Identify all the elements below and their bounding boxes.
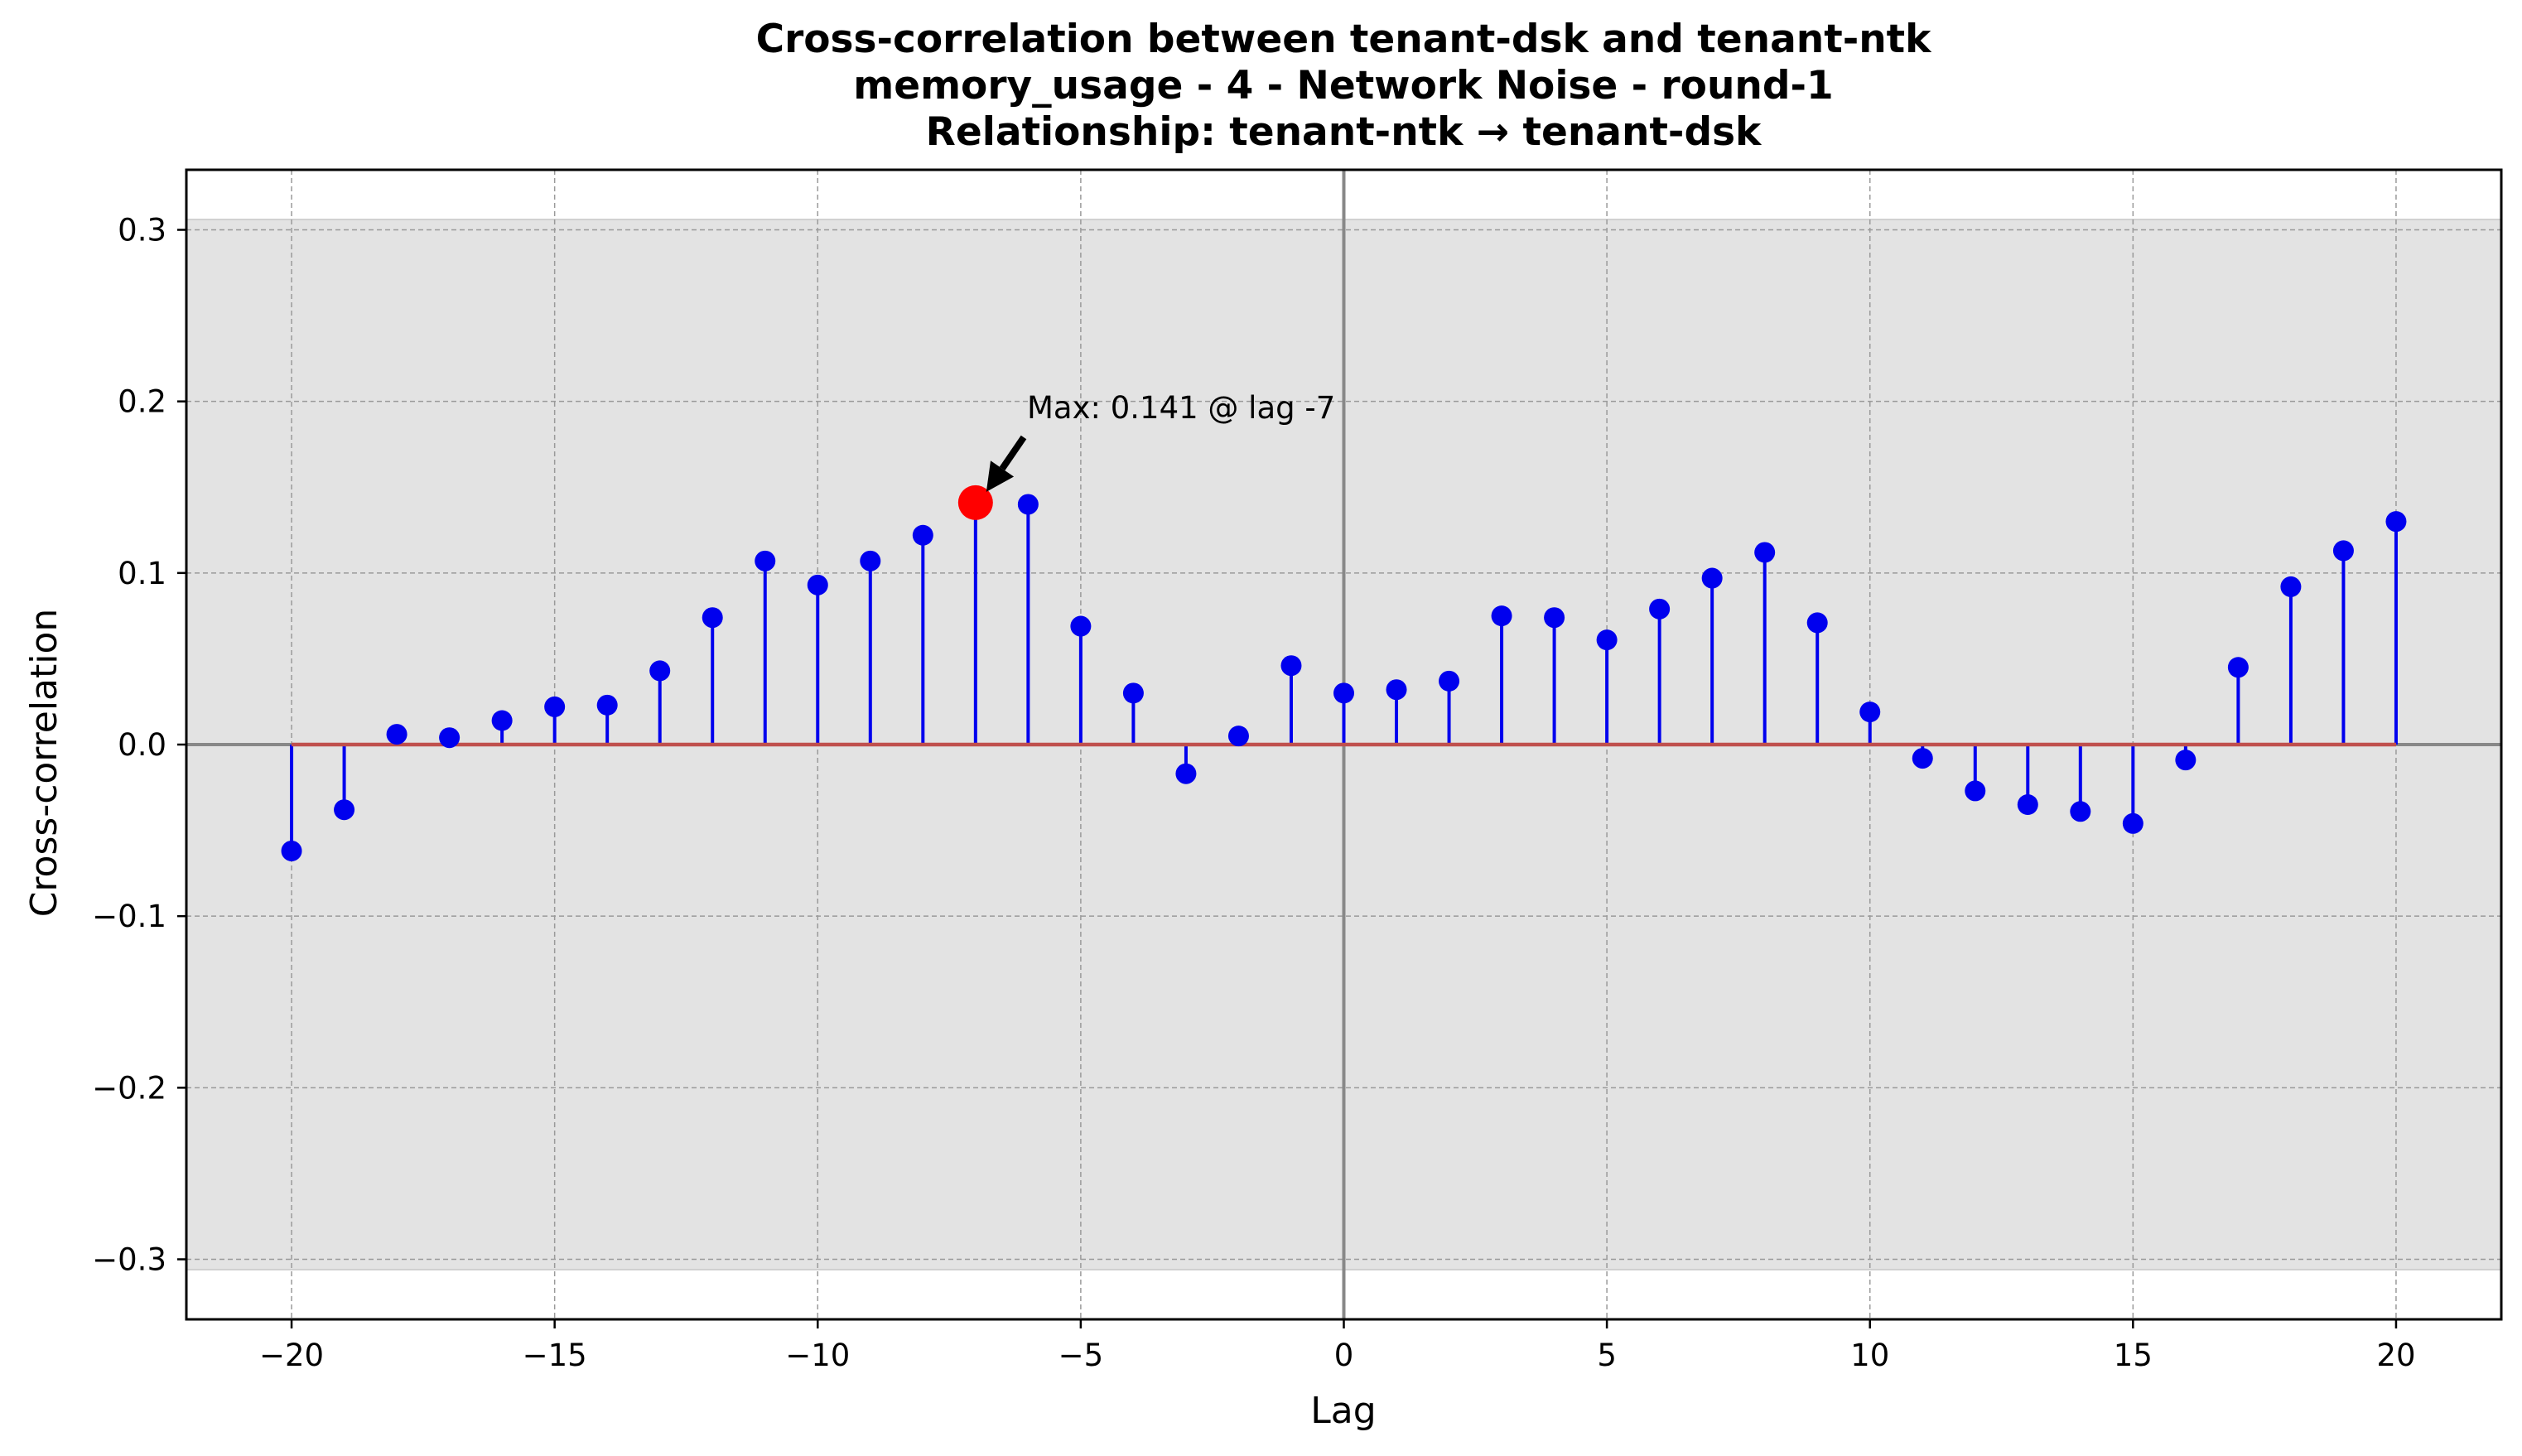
stem-marker	[1701, 567, 1723, 589]
stem-marker	[1965, 780, 1986, 802]
chart-title: Cross-correlation between tenant-dsk and…	[756, 17, 1933, 155]
stem-marker	[2175, 750, 2197, 771]
x-tick-label: 10	[1850, 1338, 1889, 1373]
stem-marker	[1227, 726, 1249, 747]
x-tick-label: −15	[523, 1338, 587, 1373]
x-tick-label: 20	[2376, 1338, 2415, 1373]
x-axis-label: Lag	[1310, 1390, 1376, 1432]
annotation-arrow-head	[986, 460, 1015, 492]
y-tick-label: −0.1	[92, 899, 166, 934]
stem-marker	[1122, 682, 1144, 704]
y-axis-label: Cross-correlation	[23, 609, 65, 918]
annotation-arrow-shaft	[999, 435, 1027, 471]
stem-marker	[1017, 494, 1039, 515]
y-tick-label: −0.3	[92, 1241, 166, 1277]
stem-marker	[2227, 657, 2249, 678]
stem-marker	[1859, 701, 1881, 723]
title-line-2: memory_usage - 4 - Network Noise - round…	[853, 63, 1834, 108]
stem-marker	[1386, 679, 1407, 701]
stem-marker	[2122, 812, 2143, 834]
stem-marker	[1754, 542, 1776, 563]
max-annotation: Max: 0.141 @ lag -7	[986, 390, 1335, 492]
stem-marker	[912, 524, 933, 546]
markers	[281, 485, 2407, 861]
stem-marker	[544, 696, 566, 717]
stem-marker	[2017, 794, 2038, 816]
stem-marker	[1280, 655, 1302, 677]
stem-marker	[1806, 612, 1828, 634]
stem-marker	[1912, 748, 1933, 769]
stem-marker	[386, 724, 407, 745]
title-line-3: Relationship: tenant-ntk → tenant-dsk	[926, 109, 1763, 155]
title-line-1: Cross-correlation between tenant-dsk and…	[756, 17, 1933, 62]
y-axis-ticks: −0.3 −0.2 −0.1 0.0 0.1 0.2 0.3	[92, 213, 186, 1277]
stem-marker	[2385, 511, 2407, 533]
stem-marker	[860, 550, 881, 571]
stem-marker	[1544, 607, 1565, 629]
max-annotation-text: Max: 0.141 @ lag -7	[1027, 390, 1335, 426]
y-tick-label: −0.2	[92, 1070, 166, 1106]
stem-marker	[1333, 682, 1354, 704]
stem-marker	[1070, 615, 1092, 637]
stem-marker	[1649, 598, 1671, 620]
stem-marker	[649, 660, 671, 682]
stem-marker	[807, 574, 828, 595]
x-tick-label: −10	[785, 1338, 850, 1373]
max-marker	[957, 485, 993, 520]
stem-marker	[1491, 605, 1512, 627]
stem-marker	[2280, 576, 2302, 597]
x-tick-label: −5	[1058, 1338, 1104, 1373]
stem-marker	[334, 799, 355, 821]
y-tick-label: 0.2	[118, 384, 166, 420]
stem-marker	[281, 840, 302, 861]
stem-marker	[702, 607, 723, 629]
x-tick-label: 0	[1334, 1338, 1354, 1373]
stem-marker	[491, 710, 513, 731]
stem-marker	[2332, 540, 2354, 562]
stem-marker	[1175, 763, 1197, 784]
stems	[290, 502, 2398, 851]
x-tick-label: 15	[2114, 1338, 2153, 1373]
stem-marker	[1596, 629, 1618, 651]
y-tick-label: 0.1	[118, 556, 166, 591]
stem-marker	[1439, 670, 1460, 692]
x-axis-ticks: −20 −15 −10 −5 0 5 10 15 20	[259, 1319, 2416, 1373]
stem-marker	[755, 550, 776, 571]
y-tick-label: 0.3	[118, 213, 166, 248]
x-tick-label: −20	[259, 1338, 324, 1373]
y-tick-label: 0.0	[118, 727, 166, 763]
x-tick-label: 5	[1597, 1338, 1617, 1373]
stem-marker	[2070, 801, 2091, 822]
stem-marker	[439, 727, 461, 749]
stem-marker	[596, 694, 618, 716]
